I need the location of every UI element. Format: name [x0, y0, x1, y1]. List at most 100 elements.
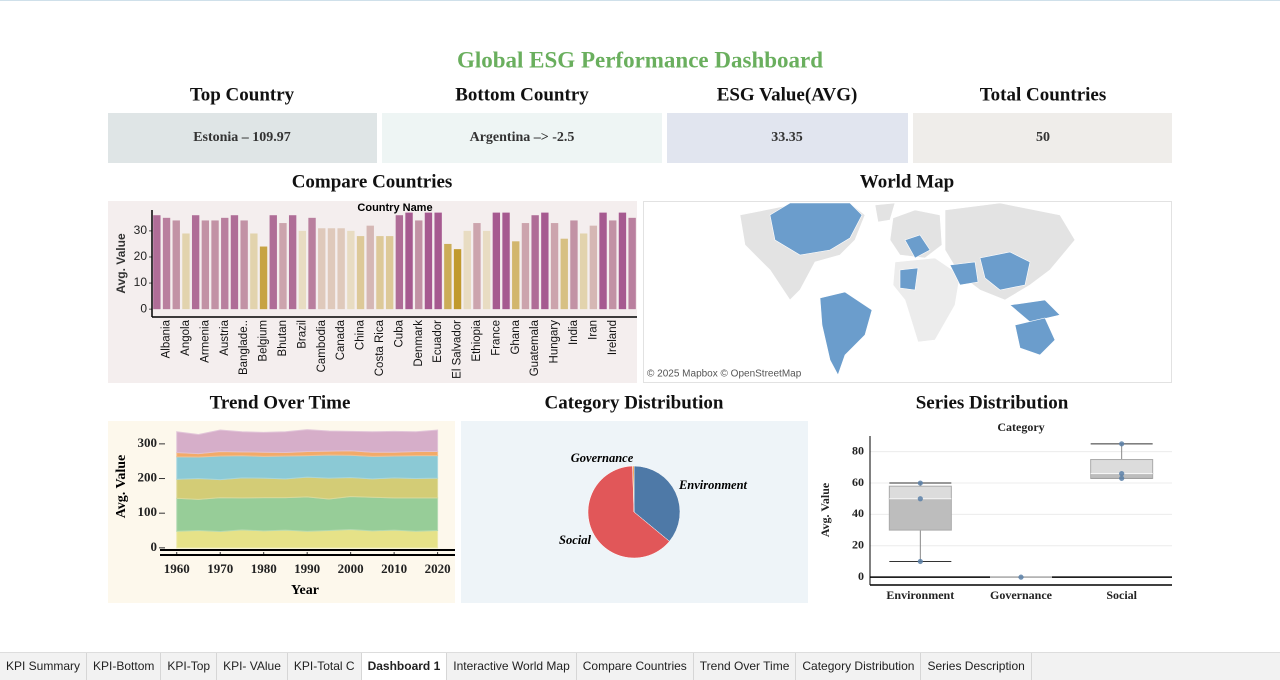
pie-slice — [633, 465, 681, 542]
bar — [579, 233, 588, 310]
x-tick-label: Ghana — [510, 319, 522, 354]
x-tick-label: Angola — [180, 319, 192, 355]
kpi-value: Argentina –> -2.5 — [470, 130, 575, 145]
dashboard-title: Global ESG Performance Dashboard — [457, 47, 823, 72]
x-tick-label: France — [490, 320, 502, 356]
bar — [153, 215, 161, 310]
x-tick-label: Albania — [161, 319, 173, 358]
bar — [318, 228, 326, 310]
bar — [415, 220, 423, 310]
point — [917, 558, 923, 565]
x-tick-label: Social — [1106, 588, 1137, 602]
x-tick-label: 1980 — [251, 561, 277, 576]
x-tick-label: 1970 — [207, 561, 233, 576]
sheet-tab[interactable]: Dashboard 1 — [361, 653, 448, 680]
bar — [395, 215, 404, 310]
bar — [512, 241, 520, 310]
x-tick-label: Environment — [886, 588, 954, 602]
bar — [444, 243, 452, 310]
kpi-tile — [382, 113, 662, 163]
bar — [221, 217, 229, 310]
bar — [453, 249, 462, 310]
panel-title: Compare Countries — [292, 171, 453, 192]
dashboard: Global ESG Performance Dashboard Top Cou… — [0, 0, 1280, 603]
bar — [356, 236, 365, 310]
sheet-tab[interactable]: Trend Over Time — [694, 653, 797, 680]
bar — [482, 230, 491, 310]
bar — [531, 215, 539, 310]
sheet-tab[interactable]: KPI-Bottom — [87, 653, 162, 680]
bar — [230, 215, 239, 310]
pie-slice — [632, 465, 635, 513]
bar — [560, 238, 568, 310]
point — [1119, 471, 1125, 477]
bar — [599, 212, 607, 310]
y-tick-label: 20 — [134, 249, 148, 263]
bar — [618, 212, 627, 310]
x-tick-label: Ethiopia — [471, 319, 483, 361]
kpi-value: 33.35 — [771, 130, 803, 145]
bar — [434, 212, 442, 310]
x-tick-label: India — [568, 319, 580, 345]
area — [176, 429, 439, 455]
x-tick-label: China — [355, 319, 367, 350]
x-tick-label: Bhutan — [277, 320, 289, 356]
x-tick-label: Belgium — [258, 320, 270, 362]
sheet-tab[interactable]: Category Distribution — [796, 653, 922, 680]
x-tick-label: Canada — [335, 319, 347, 360]
kpi-tile — [108, 113, 377, 163]
sheet-tab[interactable]: Compare Countries — [577, 653, 694, 680]
x-tick-label: 2020 — [425, 561, 451, 576]
kpi-tile — [667, 113, 908, 163]
bar — [337, 228, 345, 310]
bar — [424, 212, 433, 310]
y-axis-label: Avg. Value — [114, 233, 128, 294]
x-tick-label: Governance — [990, 588, 1053, 602]
bar — [269, 215, 277, 310]
panel-title: Category Distribution — [545, 392, 724, 413]
bar — [211, 220, 219, 310]
sheet-tab[interactable]: KPI- VAlue — [217, 653, 288, 680]
y-tick-label: 60 — [852, 475, 864, 489]
bar — [250, 233, 258, 310]
bar — [609, 220, 617, 310]
bar — [191, 215, 200, 310]
x-tick-label: Iran — [587, 320, 599, 340]
bar — [201, 220, 210, 310]
bar — [521, 223, 530, 310]
sheet-tab[interactable]: KPI-Total C — [288, 653, 362, 680]
sheet-tab[interactable]: KPI Summary — [0, 653, 88, 680]
x-tick-label: Ecuador — [432, 320, 444, 363]
bar — [541, 212, 549, 310]
sheet-tab[interactable]: Interactive World Map — [447, 653, 577, 680]
bar — [347, 230, 355, 310]
bar — [172, 220, 180, 310]
map-attribution: © 2025 Mapbox © OpenStreetMap — [647, 369, 802, 380]
box-lower — [888, 498, 952, 531]
slice-label: Environment — [678, 478, 748, 492]
x-tick-label: Brazil — [296, 320, 308, 349]
panel-title: Series Distribution — [916, 392, 1069, 413]
bar — [162, 217, 171, 310]
y-tick-label: 0 — [140, 301, 147, 315]
x-tick-label: Costa Rica — [374, 319, 386, 376]
x-tick-label: Armenia — [199, 319, 211, 362]
bar — [376, 236, 384, 310]
bar — [240, 220, 248, 310]
x-axis-label: Year — [291, 583, 319, 598]
kpi-value: 50 — [1036, 130, 1050, 145]
y-axis-label: Avg. Value — [114, 455, 129, 519]
tab-bar: KPI Summary KPI-Bottom KPI-Top KPI- VAlue KP… — [0, 652, 1280, 680]
area — [176, 476, 439, 500]
bar — [570, 220, 578, 310]
bar — [327, 228, 336, 310]
bar — [589, 225, 598, 310]
sheet-tab[interactable]: KPI-Top — [161, 653, 218, 680]
bar — [259, 246, 268, 310]
x-tick-label: Ireland — [607, 320, 619, 355]
pie-slice — [587, 465, 670, 559]
y-tick-label: 200 — [138, 470, 158, 485]
y-tick-label: 0 — [858, 569, 864, 583]
sheet-tab[interactable]: Series Description — [921, 653, 1032, 680]
bar — [405, 212, 413, 310]
